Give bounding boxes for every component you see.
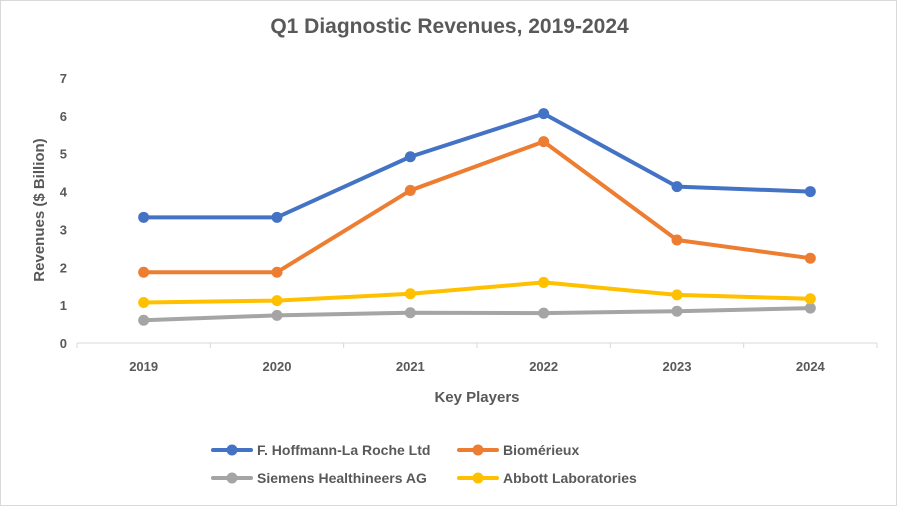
legend-marker: [226, 472, 238, 484]
data-point: [138, 211, 150, 223]
series-line: [141, 111, 813, 220]
data-point: [671, 289, 683, 301]
series-2: [138, 136, 816, 278]
series-4: [138, 276, 816, 308]
legend-marker: [226, 444, 238, 456]
data-point: [138, 314, 150, 326]
data-point: [804, 293, 816, 305]
data-point: [538, 108, 550, 120]
y-tick-label: 7: [60, 71, 67, 86]
data-point: [804, 252, 816, 264]
data-point: [271, 295, 283, 307]
legend-item: Abbott Laboratories: [457, 470, 637, 486]
data-point: [271, 266, 283, 278]
series-group: [138, 108, 816, 326]
data-point: [404, 307, 416, 319]
x-tick-label: 2020: [263, 359, 292, 374]
x-axis-ticks: 2019 2020 2021 2022 2023 2024: [76, 343, 878, 374]
data-point: [804, 302, 816, 314]
x-axis-title: Key Players: [434, 389, 519, 406]
legend-marker: [472, 444, 484, 456]
y-tick-label: 5: [60, 147, 67, 162]
data-point: [404, 151, 416, 163]
legend-item: F. Hoffmann-La Roche Ltd: [211, 442, 430, 458]
series-line: [141, 280, 813, 305]
y-axis-title: Revenues ($ Billion): [31, 138, 48, 281]
legend: F. Hoffmann-La Roche Ltd Biomérieux Siemen…: [211, 442, 637, 486]
data-point: [671, 234, 683, 246]
y-tick-label: 2: [60, 260, 67, 275]
x-tick-label: 2024: [796, 359, 826, 374]
data-point: [404, 288, 416, 300]
legend-item: Biomérieux: [457, 442, 579, 458]
chart-title: Q1 Diagnostic Revenues, 2019-2024: [270, 15, 629, 38]
data-point: [138, 266, 150, 278]
legend-label: Abbott Laboratories: [503, 470, 637, 486]
legend-marker: [472, 472, 484, 484]
data-point: [538, 136, 550, 148]
x-tick-label: 2023: [663, 359, 692, 374]
data-point: [404, 184, 416, 196]
legend-item: Siemens Healthineers AG: [211, 470, 427, 486]
series-line: [141, 139, 813, 275]
x-tick-label: 2022: [529, 359, 558, 374]
data-point: [538, 307, 550, 319]
y-tick-label: 1: [60, 298, 67, 313]
series-1: [138, 108, 816, 223]
y-tick-label: 0: [60, 336, 67, 351]
legend-label: Biomérieux: [503, 442, 579, 458]
y-tick-label: 6: [60, 109, 67, 124]
legend-label: Siemens Healthineers AG: [257, 470, 427, 486]
y-tick-label: 4: [60, 185, 68, 200]
data-point: [271, 211, 283, 223]
series-3: [138, 302, 816, 326]
data-point: [138, 296, 150, 308]
series-line: [141, 306, 813, 323]
data-point: [804, 186, 816, 198]
x-tick-label: 2019: [129, 359, 158, 374]
data-point: [271, 309, 283, 321]
data-point: [671, 181, 683, 193]
data-point: [671, 305, 683, 317]
data-point: [538, 276, 550, 288]
legend-label: F. Hoffmann-La Roche Ltd: [257, 442, 430, 458]
y-tick-label: 3: [60, 222, 67, 237]
y-axis-ticks: 0 1 2 3 4 5 6 7: [60, 71, 68, 351]
x-tick-label: 2021: [396, 359, 425, 374]
